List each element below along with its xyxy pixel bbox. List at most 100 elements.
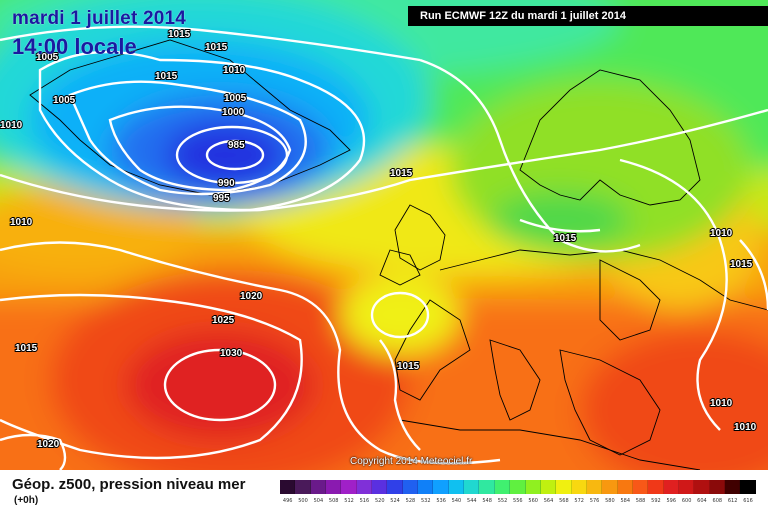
color-scale-cell <box>632 480 649 494</box>
isobar-label: 1025 <box>212 315 235 326</box>
copyright-text: Copyright 2014 Meteociel.fr <box>350 456 473 467</box>
color-scale-cell <box>479 480 495 494</box>
isobar-label: 1010 <box>223 65 246 76</box>
isobar-label: 1015 <box>205 42 228 53</box>
isobar-label: 995 <box>213 193 230 204</box>
color-scale-value: 556 <box>513 498 523 504</box>
color-scale-cell <box>602 480 618 494</box>
isobar-label: 1015 <box>730 259 753 270</box>
color-scale-value: 588 <box>635 498 646 504</box>
color-scale-value: 544 <box>467 498 477 504</box>
color-scale-value: 552 <box>497 498 508 504</box>
color-scale-value: 580 <box>605 498 615 504</box>
color-scale-cell <box>740 480 756 494</box>
color-scale-value: 608 <box>712 498 723 504</box>
color-scale-value: 524 <box>390 498 400 504</box>
pressure-map: 1015 1015 1010 1005 1005 1010 1005 1000 … <box>0 0 768 470</box>
color-scale-value: 504 <box>313 498 324 504</box>
color-scale-value: 592 <box>651 498 661 504</box>
color-scale-cell <box>433 480 449 494</box>
color-scale-cell <box>724 480 741 494</box>
color-scale-value: 528 <box>405 498 416 504</box>
map-time: 14:00 locale <box>12 34 137 59</box>
color-scale <box>280 480 756 494</box>
color-scale-cell <box>694 480 710 494</box>
legend-footer: Géop. z500, pression niveau mer (+0h) 49… <box>0 470 768 512</box>
isobar-label: 1015 <box>15 343 38 354</box>
color-scale-value: 536 <box>436 498 446 504</box>
isobars <box>0 25 768 470</box>
color-scale-cell <box>494 480 511 494</box>
map-date: mardi 1 juillet 2014 <box>12 8 187 29</box>
run-info-text: Run ECMWF 12Z du mardi 1 juillet 2014 <box>420 10 626 22</box>
isobar-labels: 1015 1015 1010 1005 1005 1010 1005 1000 … <box>0 28 758 451</box>
forecast-hour: (+0h) <box>14 495 39 506</box>
color-scale-value: 616 <box>743 498 753 504</box>
color-scale-value: 540 <box>451 498 462 504</box>
color-scale-cell <box>510 480 526 494</box>
isobar-label: 1015 <box>168 29 191 40</box>
color-scale-cell <box>326 480 342 494</box>
isobar-label: 1005 <box>224 93 247 104</box>
color-scale-cell <box>663 480 679 494</box>
color-scale-value: 584 <box>620 498 630 504</box>
color-scale-value: 596 <box>666 498 677 504</box>
color-scale-value: 520 <box>374 498 385 504</box>
color-scale-cell <box>310 480 327 494</box>
color-scale-value: 516 <box>359 498 370 504</box>
isobar-label: 1030 <box>220 348 243 359</box>
color-scale-value: 564 <box>543 498 554 504</box>
color-scale-value: 568 <box>559 498 569 504</box>
color-scale-value: 508 <box>328 498 339 504</box>
color-scale-cell <box>540 480 557 494</box>
chart-title: Géop. z500, pression niveau mer <box>12 476 246 493</box>
color-scale-cell <box>525 480 541 494</box>
isobar-label: 1015 <box>155 71 178 82</box>
color-scale-cell <box>280 480 296 494</box>
isobar-label: 1020 <box>37 439 60 450</box>
isobar-label: 1015 <box>397 361 420 372</box>
isobar-label: 985 <box>228 140 245 151</box>
color-scale-cell <box>356 480 373 494</box>
color-scale-value: 604 <box>697 498 707 504</box>
color-scale-cell <box>387 480 403 494</box>
color-scale-value: 572 <box>574 498 584 504</box>
isobar-label: 1000 <box>222 107 245 118</box>
isobar-label: 1015 <box>390 168 413 179</box>
isobar-label: 1005 <box>53 95 76 106</box>
color-scale-cell <box>678 480 695 494</box>
isobar-label: 1010 <box>710 228 733 239</box>
color-scale-cell <box>648 480 664 494</box>
isobar-label: 1020 <box>240 291 263 302</box>
color-scale-value: 500 <box>298 498 308 504</box>
color-scale-cell <box>571 480 587 494</box>
run-info-banner: Run ECMWF 12Z du mardi 1 juillet 2014 <box>408 6 768 26</box>
color-scale-cell <box>464 480 480 494</box>
color-scale-labels: 496 500 504 508 512 516 520 524 528 532 536 540 544 5… <box>280 498 756 504</box>
color-scale-value: 612 <box>727 498 738 504</box>
isobar-label: 1015 <box>554 233 577 244</box>
color-scale-cell <box>556 480 572 494</box>
color-scale-cell <box>586 480 603 494</box>
color-scale-value: 576 <box>589 498 600 504</box>
color-scale-cell <box>295 480 311 494</box>
isobar-label: 1010 <box>0 120 23 131</box>
isobar-label: 1010 <box>734 422 757 433</box>
color-scale-cell <box>402 480 419 494</box>
isobar-label: 1010 <box>10 217 33 228</box>
color-scale-value: 496 <box>282 498 293 504</box>
isobar-label: 1010 <box>710 398 733 409</box>
color-scale-cell <box>372 480 388 494</box>
color-scale-cell <box>709 480 725 494</box>
color-scale-value: 532 <box>420 498 431 504</box>
color-scale-cell <box>617 480 633 494</box>
color-scale-cell <box>448 480 465 494</box>
isobar-label: 990 <box>218 178 235 189</box>
color-scale-value: 512 <box>344 498 354 504</box>
isobar-label: 1005 <box>36 52 59 63</box>
color-scale-value: 548 <box>482 498 492 504</box>
coastlines <box>29 39 768 470</box>
color-scale-value: 560 <box>528 498 538 504</box>
color-scale-cell <box>418 480 434 494</box>
